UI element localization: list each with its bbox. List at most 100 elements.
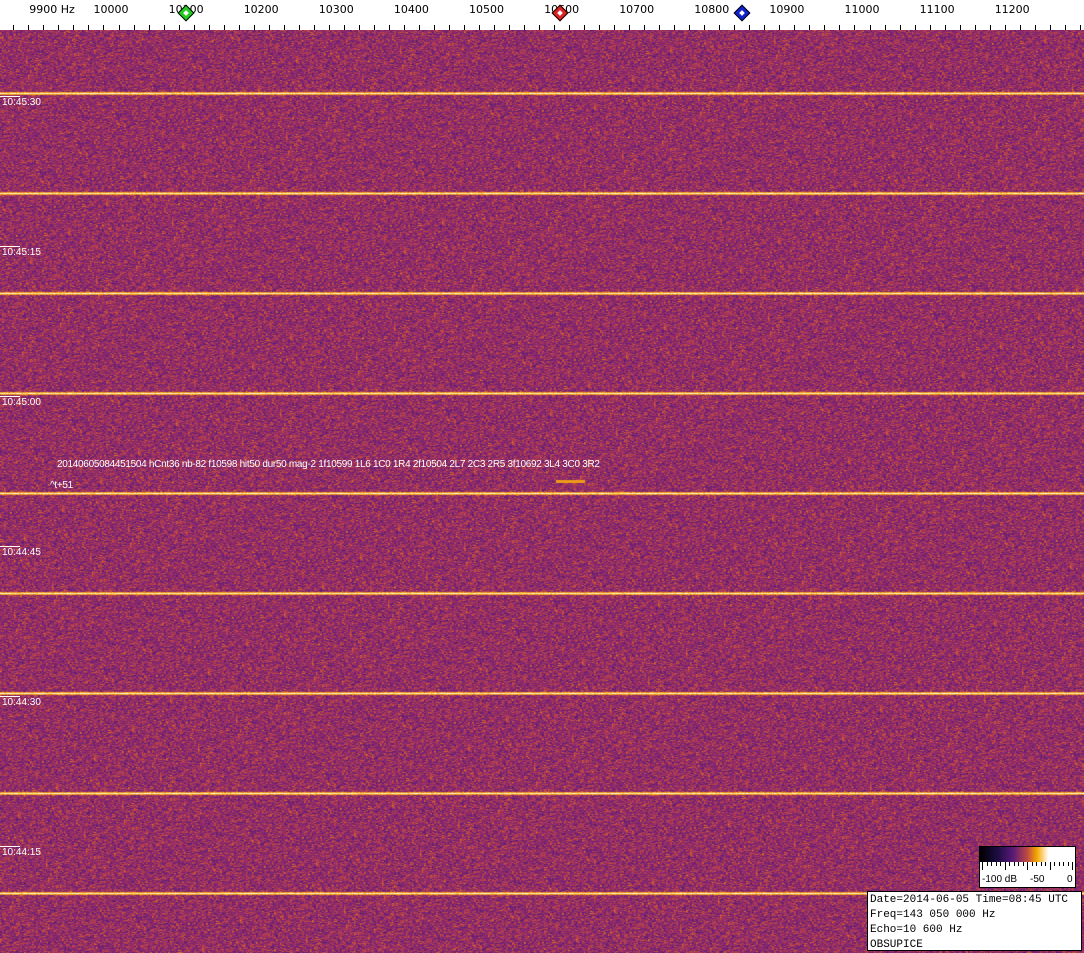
axis-tick	[960, 25, 961, 30]
info-frequency: Freq=143 050 000 Hz	[870, 909, 996, 921]
colorbar-tick	[1045, 862, 1046, 866]
axis-tick	[179, 25, 180, 30]
time-tick	[0, 696, 20, 697]
info-station: OBSUPICE	[870, 939, 923, 951]
time-label: 10:44:45	[2, 547, 41, 558]
colorbar-tick	[995, 862, 997, 866]
axis-tick	[314, 25, 315, 30]
colorbar-label-mid: -50	[1030, 874, 1045, 885]
colorbar-tick	[1067, 862, 1069, 866]
axis-tick	[599, 25, 600, 30]
axis-tick	[494, 25, 495, 30]
axis-tick	[674, 25, 675, 30]
axis-tick	[164, 25, 165, 30]
time-label: 10:45:15	[2, 247, 41, 258]
info-date-time: Date=2014-06-05 Time=08:45 UTC	[870, 894, 1069, 906]
axis-tick	[539, 25, 540, 30]
colorbar-gradient	[980, 847, 1075, 862]
colorbar-label-min: -100 dB	[982, 874, 1018, 885]
colorbar: -100 dB -50 0	[979, 846, 1076, 888]
axis-tick	[614, 25, 615, 30]
waterfall-display[interactable]	[0, 30, 1084, 953]
colorbar-tick	[1004, 862, 1006, 870]
axis-tick	[194, 25, 195, 30]
axis-label: 10900	[769, 3, 805, 16]
axis-unit-label: 9900 Hz	[29, 3, 75, 16]
colorbar-tick	[1049, 862, 1051, 870]
axis-tick	[945, 25, 946, 30]
axis-tick	[299, 25, 300, 30]
axis-label: 10500	[469, 3, 504, 16]
axis-tick	[464, 25, 465, 30]
axis-tick	[659, 25, 660, 30]
blue-frequency-marker-icon[interactable]	[733, 4, 751, 22]
axis-label: 10700	[619, 3, 655, 16]
axis-tick	[224, 25, 225, 30]
axis-tick	[824, 25, 825, 30]
axis-tick	[239, 25, 240, 30]
axis-tick	[554, 25, 555, 30]
axis-label: 11000	[844, 3, 880, 16]
axis-tick	[1065, 25, 1066, 30]
axis-tick	[149, 25, 150, 30]
axis-tick	[644, 25, 645, 30]
axis-label: 10200	[243, 3, 279, 16]
axis-tick	[779, 25, 780, 30]
axis-label: 10400	[393, 3, 429, 16]
detection-annotation: 20140605084451504 hCnt36 nb-82 f10598 hi…	[57, 459, 600, 470]
colorbar-tick	[1058, 862, 1060, 866]
info-echo: Echo=10 600 Hz	[870, 924, 963, 936]
colorbar-tick	[1009, 862, 1010, 866]
axis-tick	[569, 25, 570, 30]
axis-tick	[1005, 25, 1006, 30]
axis-tick	[134, 25, 135, 30]
colorbar-tick	[991, 862, 992, 866]
axis-tick	[119, 25, 120, 30]
colorbar-tick	[1031, 862, 1033, 866]
axis-tick	[449, 25, 450, 30]
axis-tick	[434, 25, 435, 30]
axis-tick	[103, 25, 104, 30]
axis-label: 10800	[694, 3, 730, 16]
axis-tick	[374, 25, 375, 30]
axis-tick	[88, 25, 89, 30]
axis-tick	[584, 25, 585, 30]
axis-tick	[719, 25, 720, 30]
frequency-axis: 9900 Hz 10000101001020010300104001050010…	[0, 0, 1084, 30]
time-offset-annotation: ^t+51	[50, 480, 73, 491]
axis-tick	[13, 25, 14, 30]
colorbar-tick	[1027, 862, 1028, 870]
time-label: 10:44:15	[2, 847, 41, 858]
time-tick	[0, 396, 20, 397]
axis-tick	[389, 25, 390, 30]
axis-tick	[269, 25, 270, 30]
axis-tick	[359, 25, 360, 30]
axis-tick	[839, 25, 840, 30]
colorbar-tick	[982, 862, 983, 870]
axis-tick	[854, 25, 855, 30]
axis-tick	[689, 25, 690, 30]
axis-tick	[254, 25, 255, 30]
axis-tick	[43, 25, 44, 30]
axis-tick	[73, 25, 74, 30]
colorbar-tick	[1013, 862, 1015, 866]
axis-tick	[329, 25, 330, 30]
axis-tick	[749, 25, 750, 30]
time-label: 10:45:00	[2, 397, 41, 408]
axis-tick	[900, 25, 901, 30]
axis-tick	[809, 25, 810, 30]
axis-tick	[1080, 25, 1081, 30]
axis-tick	[915, 25, 916, 30]
colorbar-tick	[1036, 862, 1037, 866]
colorbar-tick	[986, 862, 988, 866]
axis-tick	[990, 25, 991, 30]
axis-tick	[885, 25, 886, 30]
axis-tick	[524, 25, 525, 30]
axis-label: 11200	[994, 3, 1030, 16]
axis-tick	[734, 25, 735, 30]
axis-tick	[975, 25, 976, 30]
axis-tick	[28, 25, 29, 30]
axis-tick	[930, 25, 931, 30]
axis-tick	[509, 25, 510, 30]
